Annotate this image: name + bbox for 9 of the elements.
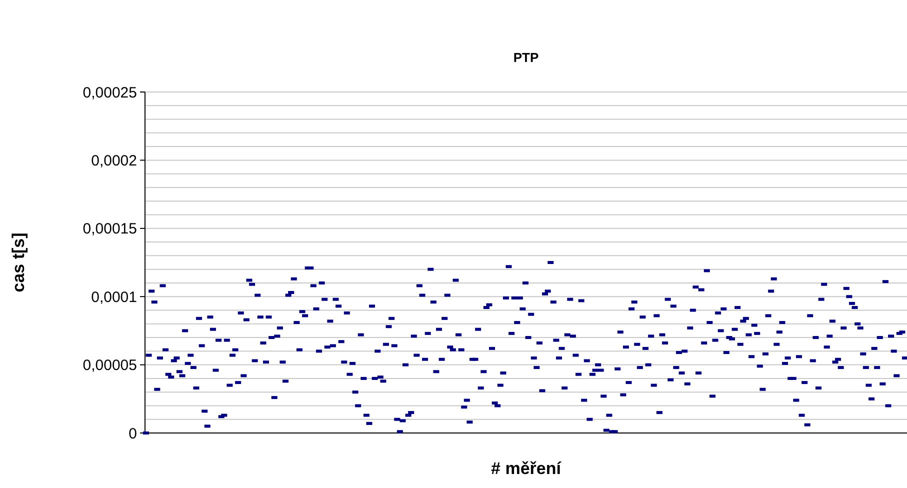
x-axis-title: # měření xyxy=(491,459,562,478)
y-tick-label: 0 xyxy=(128,425,137,442)
y-axis-title: cas t[s] xyxy=(9,232,28,292)
y-tick-label: 0,00025 xyxy=(82,84,137,102)
y-tick-label: 0,00005 xyxy=(82,357,137,374)
y-tick-label: 0,0001 xyxy=(91,288,137,306)
chart-title: PTP xyxy=(513,50,539,65)
y-tick-label: 0,00015 xyxy=(82,220,137,238)
y-tick-label: 0,0002 xyxy=(91,152,137,170)
